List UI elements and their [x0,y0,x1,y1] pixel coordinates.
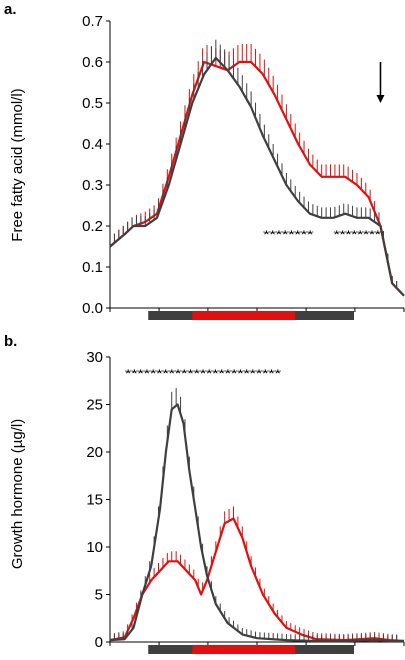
panel-a-series-red [109,44,405,297]
panel-b-y-tick-label: 30 [86,349,103,366]
panel-b-series-red [109,506,405,643]
panel-b-label: b. [4,333,17,350]
panel-b-y-tick-label: 10 [86,539,103,556]
panel-a-chart: a. Free fatty acid (mmol/l) 0.0 0.1 0.2 0.3… [4,1,405,320]
panel-a-y-tick-label: 0.4 [82,136,103,153]
panel-a-series-dark [109,39,405,297]
panel-a-annotations: ******** ******** [148,62,385,320]
panel-a-significance-stars: ******** [333,229,382,241]
panel-b-y-tick-label: 5 [95,587,103,604]
panel-b-y-tick-label: 0 [95,634,103,651]
panel-b-y-tick-label: 15 [86,492,103,509]
panel-a-condition-bar-red [192,311,296,320]
panel-b-significance-stars: ************************* [125,368,283,380]
panel-b-annotations: ************************* [125,368,355,654]
panel-b-condition-bar-red [192,645,296,654]
panel-a-significance-stars: ******** [263,229,315,241]
panel-b-y-axis-label: Growth hormone (µg/l) [9,419,26,569]
panel-a-y-axis-label: Free fatty acid (mmol/l) [9,88,26,241]
panel-a-y-tick-label: 0.5 [82,95,103,112]
panel-b-y-tick-label: 20 [86,444,103,461]
panel-b-tick-labels: 0 5 10 15 20 25 30 [86,349,405,651]
panel-b-series [109,388,405,643]
panel-a-label: a. [4,1,17,18]
panel-b-series-dark-line [109,403,404,643]
panel-a-y-tick-label: 0.7 [82,13,103,30]
panel-a-y-tick-label: 0.6 [82,54,103,71]
panel-a-tick-labels: 0.0 0.1 0.2 0.3 0.4 0.5 0.6 0.7 [82,13,405,317]
panel-b-y-tick-label: 25 [86,397,103,414]
panel-a-series-red-line [109,60,405,297]
panel-a-arrow-head [376,95,385,103]
panel-b-chart: b. Growth hormone (µg/l) 0 5 10 15 20 25 30 **… [4,333,405,654]
panel-a-y-tick-label: 0.1 [82,259,103,276]
panel-a-y-tick-label: 0.2 [82,218,103,235]
panel-b-series-dark [109,388,404,643]
panel-a-series-dark-line [109,56,405,297]
panel-a-y-tick-label: 0.3 [82,177,103,194]
panel-a-y-tick-label: 0.0 [82,300,103,317]
panel-a-series [109,39,405,297]
